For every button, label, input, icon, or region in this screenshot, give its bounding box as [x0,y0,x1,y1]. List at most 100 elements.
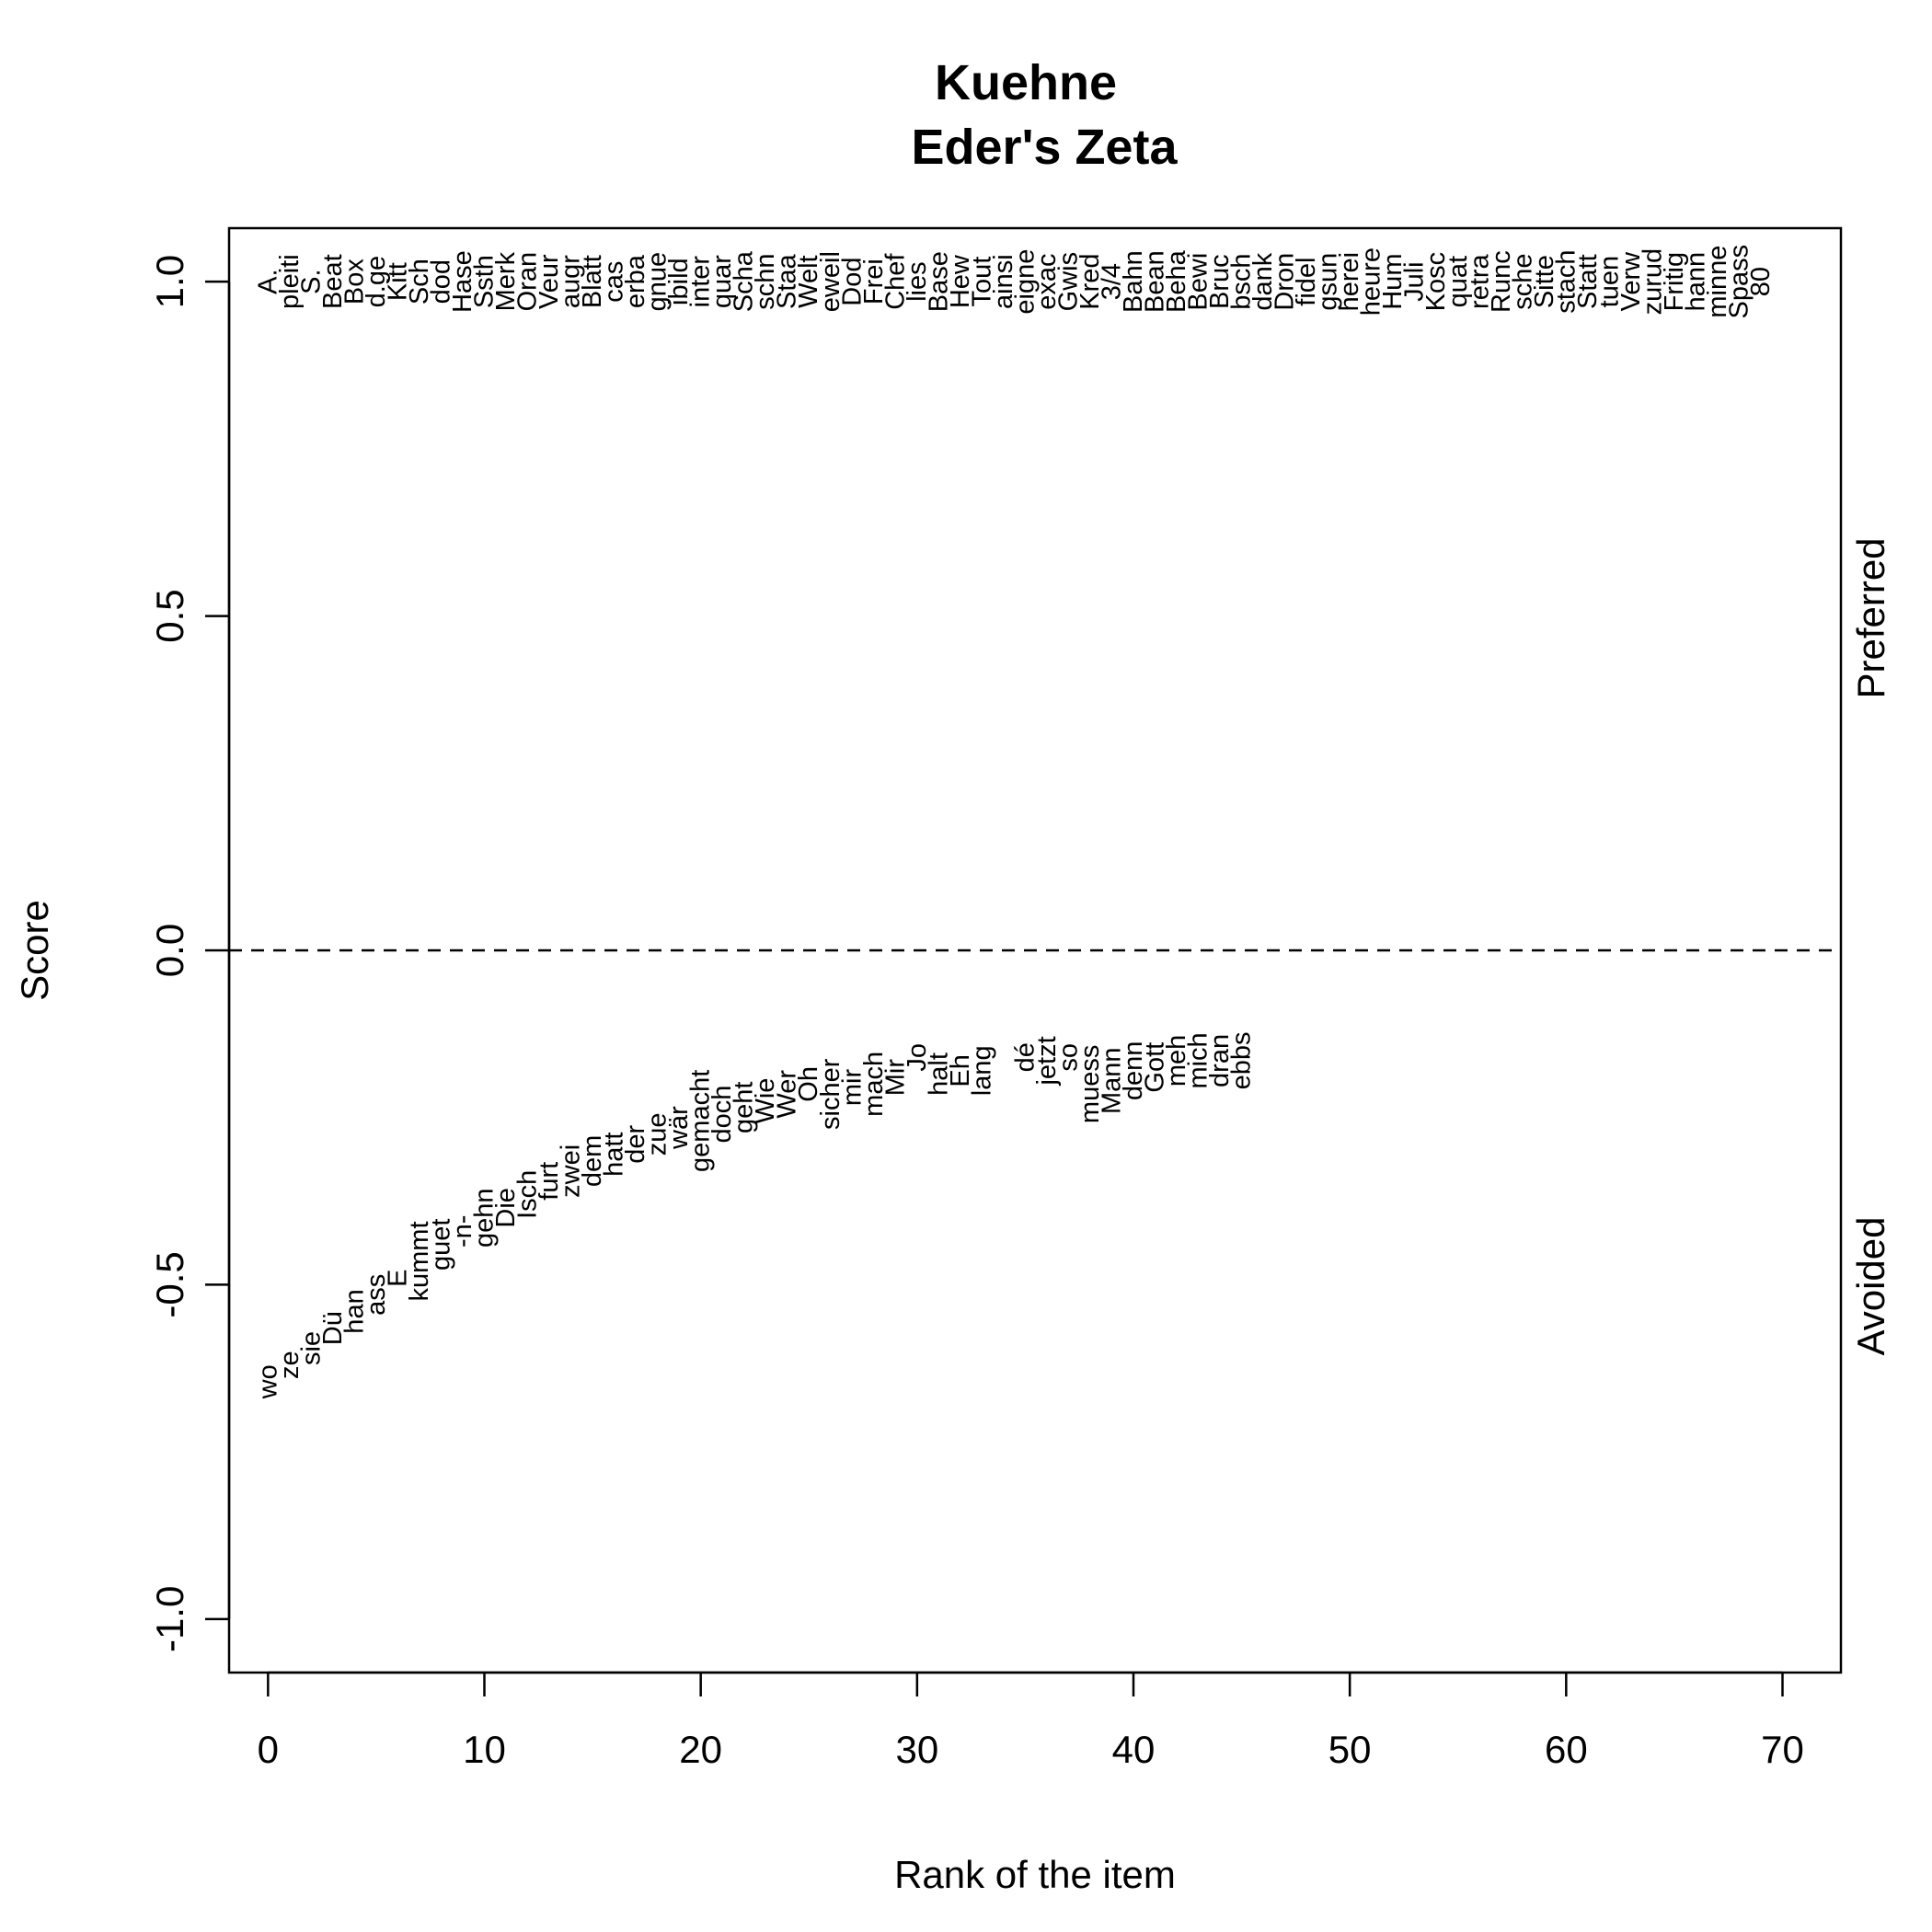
x-tick-label: 20 [679,1728,722,1771]
preferred-word: Gwis [1053,252,1083,311]
preferred-word: Verw [1616,251,1646,312]
y-axis: -1.0 -0.5 0.0 0.5 1.0 [148,255,231,1652]
preferred-word: Bean [1141,250,1170,313]
preferred-word: 3/4 [1097,263,1126,300]
avoided-word: wär [664,1106,694,1150]
avoided-word: E [383,1269,412,1286]
avoided-word: Mann [1097,1047,1126,1114]
preferred-word: eigne [1010,249,1040,315]
avoided-word: mach [859,1052,889,1117]
preferred-word: d.ge [362,256,391,307]
preferred-word: Veur [535,254,564,309]
preferred-word: Juli [1400,261,1430,302]
preferred-word: Runc [1487,250,1516,313]
avoided-word: ebbs [1227,1031,1257,1089]
preferred-word: Kred [1075,254,1105,310]
avoided-word: Wie [751,1078,780,1124]
preferred-word: Sch [405,259,434,305]
preferred-word: Welt [794,255,823,307]
avoided-word: denn [1119,1041,1148,1101]
avoided-word: ze [275,1351,305,1379]
avoided-word: mir [837,1069,867,1107]
preferred-word: Kitt [383,262,412,301]
preferred-word: Merk [491,251,521,311]
preferred-word: herei [1335,252,1364,312]
preferred-word: Bruc [1205,254,1235,309]
preferred-word: retra [1465,253,1494,309]
preferred-word: Statt [1573,254,1603,309]
y-axis-label: Score [13,900,56,1001]
preferred-word: schn [751,254,780,310]
preferred-word: Spass [1724,245,1754,319]
y-tick-label: -0.5 [148,1251,191,1317]
avoided-word: meh [1162,1035,1191,1087]
y-tick-label: 0.0 [148,924,191,977]
avoided-word: gehn [469,1188,499,1248]
preferred-word: ainsi [989,254,1018,309]
preferred-word: Chef [880,253,910,310]
avoided-word: der [621,1124,650,1163]
preferred-words: A.pleitiS.BeatBoxd.geKittSchdodHaseSsthM… [253,245,1776,319]
preferred-word: cas [600,261,629,303]
avoided-word: so [1053,1043,1083,1072]
preferred-label: Preferred [1849,537,1892,698]
avoided-word: sie [296,1331,326,1365]
avoided-word: Isch [513,1170,543,1219]
preferred-word: stach [1551,249,1581,313]
avoided-label: Avoided [1849,1216,1892,1355]
preferred-word: hann [1681,252,1710,312]
avoided-word: sicher [816,1058,845,1130]
preferred-word: Sitte [1530,255,1559,308]
avoided-word: mich [1184,1032,1213,1088]
preferred-word: A. [253,269,282,293]
x-tick-label: 40 [1112,1728,1156,1771]
preferred-word: inter [686,256,716,308]
preferred-word: zurud [1638,248,1667,316]
avoided-word: -n- [448,1215,477,1248]
preferred-word: Base [924,251,953,312]
avoided-word: furt [535,1162,564,1201]
x-tick-label: 50 [1328,1728,1372,1771]
avoided-word: dé [1010,1042,1040,1072]
preferred-word: Oran [513,252,543,311]
preferred-word: Box [339,259,369,305]
preferred-word: Bewi [1184,253,1213,311]
preferred-word: Ssth [469,255,499,308]
preferred-word: minne [1703,246,1732,318]
avoided-word: han [339,1289,369,1333]
preferred-word: gsun [1314,253,1343,311]
preferred-word: dank [1248,252,1278,310]
preferred-word: exac [1032,254,1062,310]
x-tick-label: 0 [258,1728,279,1771]
avoided-word: zwei [557,1144,586,1198]
preferred-word: erba [621,254,650,308]
preferred-word: Scha [730,250,759,312]
x-tick-label: 60 [1545,1728,1588,1771]
preferred-word: Hum [1378,254,1408,310]
preferred-word: heure [1357,247,1386,316]
avoided-word: Die [491,1188,521,1228]
preferred-word: dod [426,259,455,304]
preferred-word: bsch [1227,254,1257,310]
preferred-word: sche [1508,254,1537,310]
avoided-word: zue [643,1113,673,1156]
x-axis-label: Rank of the item [894,1853,1176,1896]
y-tick-label: 1.0 [148,255,191,308]
avoided-word: hatt [600,1133,629,1177]
preferred-word: Kosc [1421,252,1451,311]
avoided-word: halt [924,1052,953,1096]
preferred-word: lies [903,261,932,302]
preferred-word: eweil [816,251,845,312]
y-tick-label: -1.0 [148,1586,191,1652]
avoided-word: ass [362,1274,391,1316]
preferred-word: Staa [773,253,802,309]
preferred-word: pleiti [275,254,305,309]
avoided-word: Mir [880,1059,910,1097]
preferred-word: Blatt [578,255,607,308]
preferred-word: fidel [1292,258,1321,306]
avoided-word: wo [253,1364,282,1399]
preferred-word: Beat [318,254,348,309]
preferred-word: S. [296,269,326,293]
preferred-word: 80 [1746,267,1776,296]
avoided-word: gemacht [686,1070,716,1172]
